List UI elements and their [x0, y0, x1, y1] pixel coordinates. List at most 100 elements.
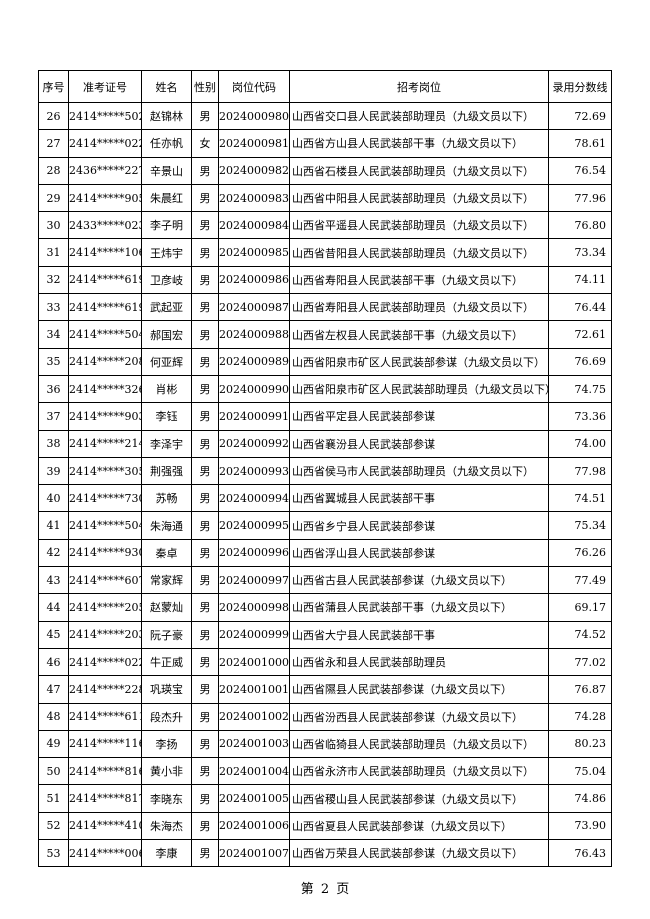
score-cell: 76.43 — [548, 839, 612, 868]
name-cell: 李扬 — [141, 729, 192, 759]
exam-id-cell: 2414*****326 — [68, 374, 142, 404]
header-cell: 序号 — [38, 70, 69, 103]
seq-cell: 48 — [38, 702, 69, 731]
score-cell: 75.04 — [548, 757, 612, 786]
post-cell: 山西省大宁县人民武装部干事 — [289, 620, 549, 649]
exam-id-cell: 2414*****730 — [68, 484, 142, 513]
score-cell: 76.54 — [548, 156, 612, 185]
post-cell: 山西省临猗县人民武装部助理员（九级文员以下） — [289, 729, 549, 759]
row: 52 2414*****410 朱海杰男 2024001006 山西省夏县人民武装部参谋… — [38, 811, 612, 841]
gender-cell: 男 — [191, 211, 219, 240]
name-cell: 牛正威 — [141, 647, 192, 677]
name-cell: 黄小非 — [141, 757, 192, 786]
name-cell: 武起亚 — [141, 293, 192, 322]
name-cell: 肖彬 — [141, 374, 192, 404]
post-code-cell: 2024000986 — [218, 265, 290, 295]
gender-cell: 男 — [191, 593, 219, 622]
name-cell: 段杰升 — [141, 702, 192, 731]
score-cell: 76.87 — [548, 675, 612, 704]
seq-cell: 38 — [38, 429, 69, 458]
gender-cell: 男 — [191, 675, 219, 704]
gender-cell: 男 — [191, 647, 219, 677]
name-cell: 王炜宇 — [141, 238, 192, 267]
name-cell: 李钰 — [141, 402, 192, 431]
score-cell: 74.11 — [548, 265, 612, 295]
seq-cell: 42 — [38, 538, 69, 568]
row: 42 2414*****930 秦卓男 2024000996 山西省浮山县人民武装部参谋… — [38, 538, 612, 568]
header-cell: 性别 — [191, 70, 219, 103]
seq-cell: 26 — [38, 101, 69, 131]
row: 39 2414*****305 荆强强男 2024000993 山西省侯马市人民武装部助… — [38, 456, 612, 486]
post-code-cell: 2024001004 — [218, 757, 290, 786]
seq-cell: 40 — [38, 484, 69, 513]
name-cell: 朱海杰 — [141, 811, 192, 841]
exam-id-cell: 2414*****208 — [68, 347, 142, 376]
post-cell: 山西省乡宁县人民武装部参谋 — [289, 511, 549, 540]
post-cell: 山西省阳泉市矿区人民武装部参谋（九级文员以下） — [289, 347, 549, 376]
score-cell: 76.69 — [548, 347, 612, 376]
name-cell: 荆强强 — [141, 456, 192, 486]
score-cell: 74.00 — [548, 429, 612, 458]
gender-cell: 男 — [191, 456, 219, 486]
gender-cell: 男 — [191, 183, 219, 213]
post-code-cell: 2024001005 — [218, 784, 290, 813]
exam-id-cell: 2414*****930 — [68, 538, 142, 568]
gender-cell: 男 — [191, 757, 219, 786]
post-code-cell: 2024001003 — [218, 729, 290, 759]
row: 33 2414*****619 武起亚男 2024000987 山西省寿阳县人民武装部助… — [38, 293, 612, 322]
score-cell: 74.52 — [548, 620, 612, 649]
post-code-cell: 2024000985 — [218, 238, 290, 267]
exam-id-cell: 2414*****006 — [68, 839, 142, 868]
header-cell: 准考证号 — [68, 70, 142, 103]
post-code-cell: 2024000994 — [218, 484, 290, 513]
post-code-cell: 2024000997 — [218, 566, 290, 595]
name-cell: 巩瑛宝 — [141, 675, 192, 704]
score-cell: 77.96 — [548, 183, 612, 213]
exam-id-cell: 2433*****023 — [68, 211, 142, 240]
gender-cell: 男 — [191, 484, 219, 513]
name-cell: 郝国宏 — [141, 320, 192, 349]
score-cell: 72.69 — [548, 101, 612, 131]
post-code-cell: 2024000989 — [218, 347, 290, 376]
post-code-cell: 2024000983 — [218, 183, 290, 213]
row: 29 2414*****905 朱晨红男 2024000983 山西省中阳县人民武装部助… — [38, 183, 612, 213]
header-cell: 岗位代码 — [218, 70, 290, 103]
gender-cell: 男 — [191, 429, 219, 458]
post-cell: 山西省永和县人民武装部助理员 — [289, 647, 549, 677]
row: 26 2414*****502 赵锦林男 2024000980 山西省交口县人民武装部助… — [38, 101, 612, 131]
post-code-cell: 2024001001 — [218, 675, 290, 704]
exam-id-cell: 2414*****502 — [68, 101, 142, 131]
seq-cell: 41 — [38, 511, 69, 540]
post-cell: 山西省蒲县人民武装部干事（九级文员以下） — [289, 593, 549, 622]
score-cell: 76.26 — [548, 538, 612, 568]
exam-id-cell: 2414*****116 — [68, 729, 142, 759]
exam-id-cell: 2414*****106 — [68, 238, 142, 267]
post-code-cell: 2024001000 — [218, 647, 290, 677]
post-code-cell: 2024000984 — [218, 211, 290, 240]
row: 44 2414*****205 赵蒙灿男 2024000998 山西省蒲县人民武装部干事… — [38, 593, 612, 622]
score-cell: 72.61 — [548, 320, 612, 349]
gender-cell: 男 — [191, 729, 219, 759]
header-row: 序号 准考证号 姓名 性别 岗位代码 招考岗位 录用分数线 — [38, 70, 612, 103]
gender-cell: 男 — [191, 347, 219, 376]
score-cell: 73.36 — [548, 402, 612, 431]
row: 38 2414*****214 李泽宇男 2024000992 山西省襄汾县人民武装部参… — [38, 429, 612, 458]
seq-cell: 50 — [38, 757, 69, 786]
exam-id-cell: 2414*****022 — [68, 129, 142, 158]
post-cell: 山西省稷山县人民武装部参谋（九级文员以下） — [289, 784, 549, 813]
post-code-cell: 2024001002 — [218, 702, 290, 731]
row: 43 2414*****607 常家辉男 2024000997 山西省古县人民武装部参谋… — [38, 566, 612, 595]
row: 36 2414*****326 肖彬男 2024000990 山西省阳泉市矿区人民武装部… — [38, 374, 612, 404]
exam-id-cell: 2414*****619 — [68, 293, 142, 322]
post-cell: 山西省襄汾县人民武装部参谋 — [289, 429, 549, 458]
exam-id-cell: 2414*****619 — [68, 265, 142, 295]
score-cell: 77.49 — [548, 566, 612, 595]
row: 51 2414*****817 李晓东男 2024001005 山西省稷山县人民武装部参… — [38, 784, 612, 813]
seq-cell: 52 — [38, 811, 69, 841]
row: 49 2414*****116 李扬男 2024001003 山西省临猗县人民武装部助理… — [38, 729, 612, 759]
post-cell: 山西省中阳县人民武装部助理员（九级文员以下） — [289, 183, 549, 213]
exam-id-cell: 2414*****203 — [68, 620, 142, 649]
seq-cell: 51 — [38, 784, 69, 813]
post-cell: 山西省隰县人民武装部参谋（九级文员以下） — [289, 675, 549, 704]
score-cell: 78.61 — [548, 129, 612, 158]
